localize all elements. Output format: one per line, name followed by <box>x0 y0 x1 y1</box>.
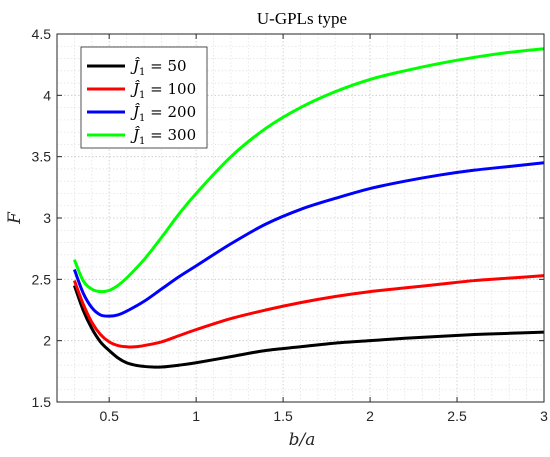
chart-title: U-GPLs type <box>257 9 347 28</box>
series-line-1 <box>72 284 545 369</box>
x-tick-label: 1.5 <box>273 408 293 424</box>
series-line-4 <box>73 47 545 294</box>
y-tick-label: 3 <box>43 210 51 226</box>
x-axis-label: b/a <box>289 430 316 450</box>
y-axis-label: F <box>5 211 25 225</box>
y-tick-label: 2 <box>43 333 51 349</box>
y-tick-label: 2.5 <box>32 271 52 287</box>
legend-box <box>80 46 208 149</box>
legend-label: Ĵ1 = 50 <box>130 57 187 78</box>
legend-label: Ĵ1 = 100 <box>130 80 196 101</box>
x-tick-label: 0.5 <box>99 408 119 424</box>
legend-label: Ĵ1 = 300 <box>130 126 196 147</box>
y-tick-label: 3.5 <box>32 149 52 165</box>
x-tick-label: 3 <box>540 408 548 424</box>
series-line-2 <box>72 274 545 349</box>
x-tick-label: 1 <box>192 408 200 424</box>
y-tick-label: 1.5 <box>32 394 52 410</box>
x-tick-label: 2.5 <box>447 408 467 424</box>
ticks: 0.5 1 1.5 2 2.5 3 1.5 2 2.5 3 3.5 4 4.5 <box>32 26 549 424</box>
y-tick-label: 4 <box>43 87 51 103</box>
legend-label: Ĵ1 = 200 <box>130 103 196 124</box>
y-tick-label: 4.5 <box>32 26 52 42</box>
series-layer <box>72 47 545 369</box>
x-tick-label: 2 <box>366 408 374 424</box>
series-line-3 <box>72 161 545 318</box>
